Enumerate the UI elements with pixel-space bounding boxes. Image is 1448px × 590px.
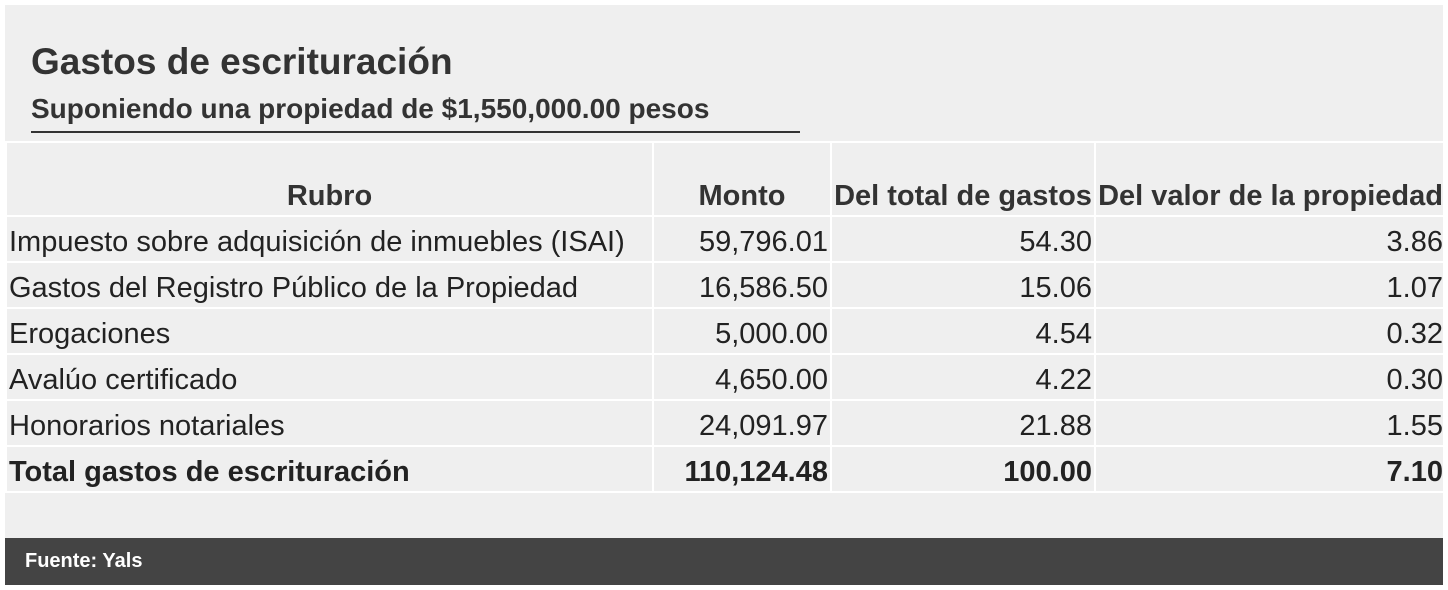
cell: 0.30 (1094, 353, 1447, 401)
column-header: Del valor de la propiedad (1094, 141, 1447, 217)
title: Gastos de escrituración (31, 41, 453, 82)
cell: 1.55 (1094, 399, 1447, 447)
header-row: Rubro Monto Del total de gastos Del valor d… (5, 141, 1447, 217)
cell: 24,091.97 (652, 399, 832, 447)
cell: Honorarios notariales (5, 399, 654, 447)
source: Fuente: Yals (5, 538, 1443, 585)
infographic: Gastos de escrituración Suponiendo una p… (5, 5, 1447, 585)
table-row: Honorarios notariales 24,091.97 21.88 1.55 (5, 399, 1447, 447)
cell: 3.86 (1094, 215, 1447, 263)
column-header: Rubro (5, 141, 654, 217)
cell: 0.32 (1094, 307, 1447, 355)
cell: 16,586.50 (652, 261, 832, 309)
cell: 4.54 (830, 307, 1096, 355)
cell: 4.22 (830, 353, 1096, 401)
cell: 21.88 (830, 399, 1096, 447)
total-cell: 100.00 (830, 445, 1096, 493)
cell: 4,650.00 (652, 353, 832, 401)
column-header: Monto (652, 141, 832, 217)
cell: Erogaciones (5, 307, 654, 355)
cell: 54.30 (830, 215, 1096, 263)
total-cell: Total gastos de escrituración (5, 445, 654, 493)
cell: 5,000.00 (652, 307, 832, 355)
table-row: Impuesto sobre adquisición de inmuebles … (5, 215, 1447, 263)
table-row: Erogaciones 5,000.00 4.54 0.32 (5, 307, 1447, 355)
table-row: Gastos del Registro Público de la Propie… (5, 261, 1447, 309)
total-cell: 110,124.48 (652, 445, 832, 493)
cell: 1.07 (1094, 261, 1447, 309)
cell: Impuesto sobre adquisición de inmuebles … (5, 215, 654, 263)
table-body: Impuesto sobre adquisición de inmuebles … (5, 215, 1447, 493)
cell: 15.06 (830, 261, 1096, 309)
cell: Avalúo certificado (5, 353, 654, 401)
total-cell: 7.10 (1094, 445, 1447, 493)
table: Rubro Monto Del total de gastos Del valor d… (5, 141, 1447, 493)
cell: 59,796.01 (652, 215, 832, 263)
cell: Gastos del Registro Público de la Propie… (5, 261, 654, 309)
total-row: Total gastos de escrituración 110,124.48 1… (5, 445, 1447, 493)
table-row: Avalúo certificado 4,650.00 4.22 0.30 (5, 353, 1447, 401)
column-header: Del total de gastos (830, 141, 1096, 217)
subtitle: Suponiendo una propiedad de $1,550,000.0… (31, 93, 800, 133)
